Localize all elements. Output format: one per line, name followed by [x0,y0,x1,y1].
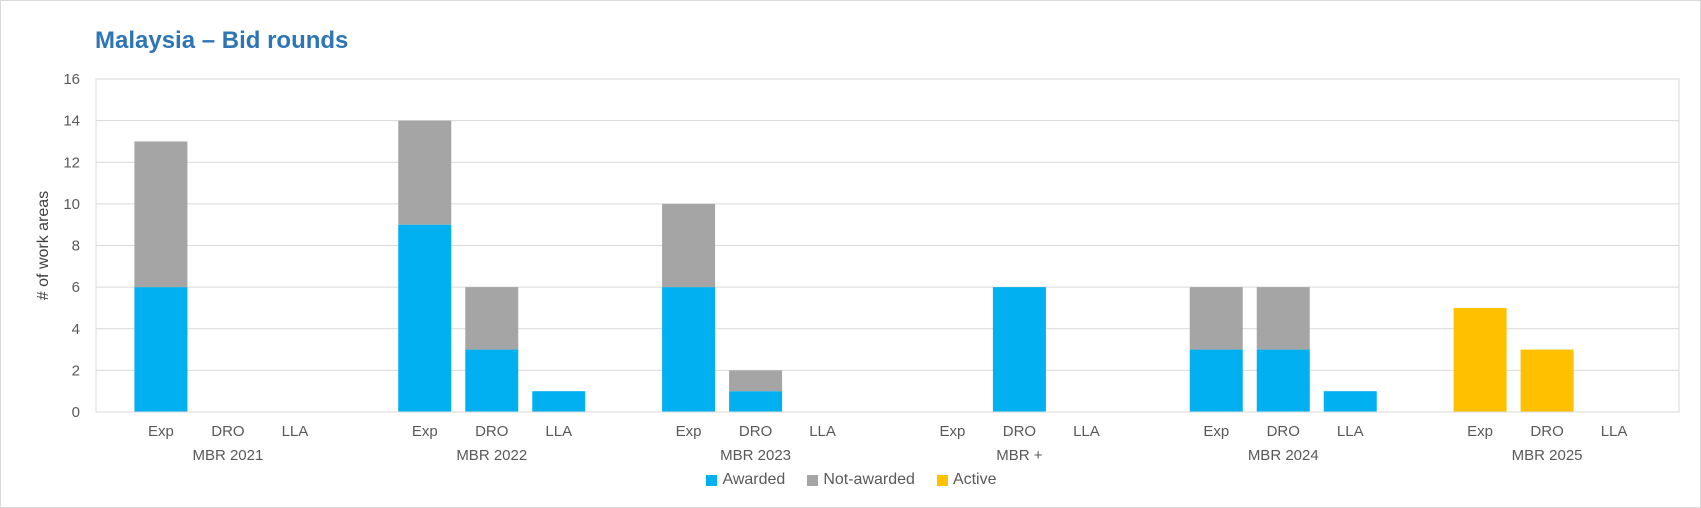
y-tick-label: 14 [63,113,80,130]
chart-legend: Awarded Not-awarded Active [1,471,1701,489]
x-tick-label: Exp [1203,423,1229,440]
x-tick-label: Exp [148,423,174,440]
x-tick-label: Exp [1467,423,1493,440]
bar-awarded [1189,349,1243,412]
legend-label: Awarded [722,471,786,488]
bar-awarded [465,349,519,412]
x-tick-label: LLA [1073,423,1100,440]
x-tick-label: Exp [676,423,702,440]
x-group-label: MBR 2021 [192,447,263,464]
legend-swatch [936,474,948,486]
x-tick-label: LLA [809,423,836,440]
y-tick-label: 6 [72,279,80,296]
bar-awarded [662,287,716,412]
legend-label: Not-awarded [823,471,915,488]
bar-awarded [532,391,586,412]
legend-label: Active [952,471,997,488]
bar-not-awarded [398,120,452,225]
x-tick-label: Exp [412,423,438,440]
x-tick-label: DRO [739,423,772,440]
x-tick-label: DRO [1530,423,1563,440]
bar-awarded [992,287,1046,412]
y-tick-label: 4 [72,321,80,338]
y-tick-label: 8 [72,238,80,255]
bar-awarded [1323,391,1377,412]
y-tick-label: 16 [63,71,80,88]
x-group-label: MBR 2024 [1248,447,1319,464]
bar-awarded [398,224,452,412]
x-group-label: MBR 2023 [720,447,791,464]
bar-not-awarded [1256,287,1310,350]
chart-title: Malaysia – Bid rounds [95,27,349,54]
y-tick-label: 10 [63,196,80,213]
legend-swatch [706,474,718,486]
x-tick-label: LLA [1337,423,1364,440]
x-group-label: MBR + [996,447,1043,464]
bar-awarded [134,287,188,412]
bar-active [1520,349,1574,412]
bar-not-awarded [662,203,716,288]
y-tick-label: 12 [63,154,80,171]
bar-active [1453,307,1507,412]
y-tick-label: 2 [72,362,80,379]
y-axis-label: # of work areas [35,191,52,300]
x-tick-label: LLA [1601,423,1628,440]
x-tick-label: LLA [545,423,572,440]
x-tick-label: DRO [475,423,508,440]
legend-item: Not-awarded [807,471,915,489]
legend-item: Awarded [706,471,785,489]
bar-awarded [1256,349,1310,412]
x-tick-label: Exp [939,423,965,440]
x-group-label: MBR 2025 [1512,447,1583,464]
x-tick-label: DRO [1003,423,1036,440]
x-group-label: MBR 2022 [456,447,527,464]
x-tick-label: LLA [282,423,309,440]
bar-awarded [729,391,783,412]
legend-item: Active [936,471,997,489]
bar-not-awarded [1189,287,1243,350]
y-tick-label: 0 [72,404,80,421]
bar-not-awarded [134,141,188,288]
x-tick-label: DRO [1267,423,1300,440]
bar-not-awarded [465,287,519,350]
x-tick-label: DRO [211,423,244,440]
legend-swatch [807,474,819,486]
bar-not-awarded [729,370,783,392]
